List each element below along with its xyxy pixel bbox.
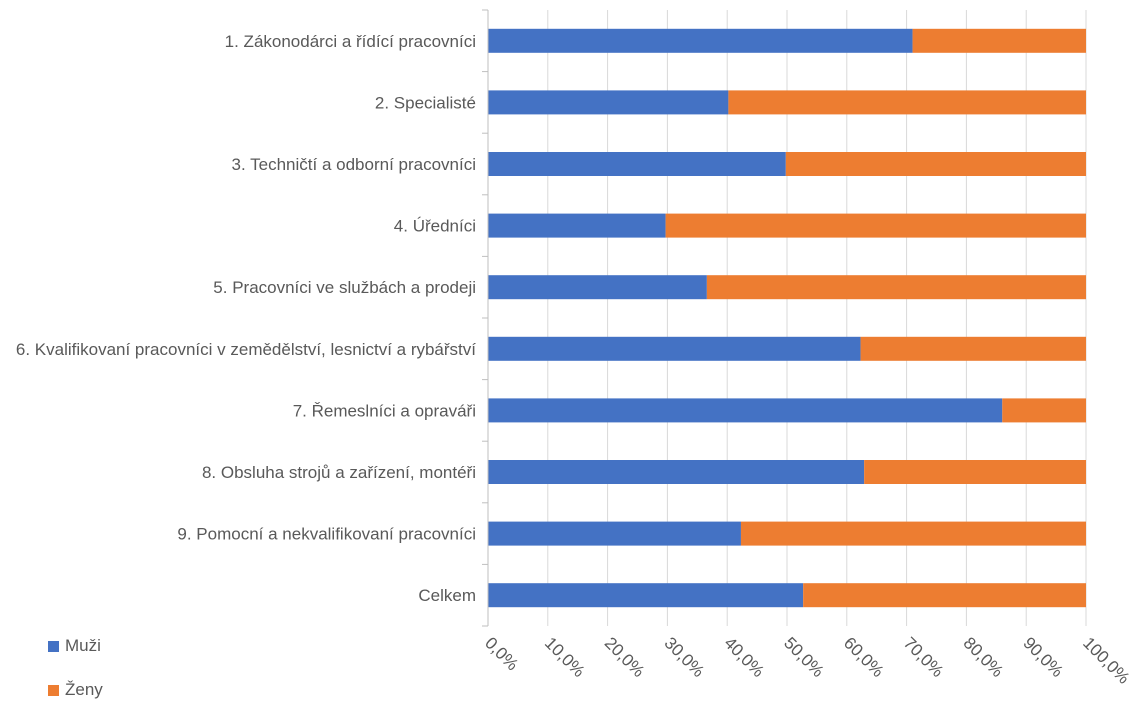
category-label: 8. Obsluha strojů a zařízení, montéři xyxy=(202,463,476,482)
category-label: 1. Zákonodárci a řídící pracovníci xyxy=(225,32,476,51)
bar-muzi xyxy=(488,583,804,608)
bar-muzi xyxy=(488,90,729,115)
category-label: Celkem xyxy=(418,586,476,605)
category-label: 3. Techničtí a odborní pracovníci xyxy=(232,155,476,174)
bar-zeny xyxy=(665,213,1086,238)
category-label: 2. Specialisté xyxy=(375,93,476,112)
bars xyxy=(488,28,1086,608)
x-tick-label: 70,0% xyxy=(900,633,948,681)
bar-zeny xyxy=(706,275,1086,300)
category-labels: 1. Zákonodárci a řídící pracovníci 2. Spe… xyxy=(16,32,476,605)
category-label: 9. Pomocní a nekvalifikovaní pracovníci xyxy=(177,525,476,544)
bar-muzi xyxy=(488,152,786,176)
bar-zeny xyxy=(860,336,1086,361)
bar-muzi xyxy=(488,213,666,238)
category-label: 6. Kvalifikovaní pracovníci v zemědělstv… xyxy=(16,340,476,359)
x-tick-label: 10,0% xyxy=(541,633,589,681)
category-label: 7. Řemeslníci a opraváři xyxy=(293,401,476,420)
x-tick-label: 60,0% xyxy=(840,633,888,681)
bar-muzi xyxy=(488,336,861,361)
bar-muzi xyxy=(488,398,1003,423)
x-tick-label: 20,0% xyxy=(601,633,649,681)
bar-zeny xyxy=(864,460,1086,484)
legend-swatch-muzi xyxy=(48,640,59,652)
legend-item-zeny: Ženy xyxy=(48,680,103,700)
bar-muzi xyxy=(488,275,707,300)
bar-muzi xyxy=(488,28,913,53)
x-tick-label: 80,0% xyxy=(960,633,1008,681)
bar-zeny xyxy=(728,90,1086,115)
x-tick-label: 0,0% xyxy=(481,633,522,674)
legend: Muži Ženy xyxy=(48,636,103,724)
x-tick-labels: 0,0% 10,0% 20,0% 30,0% 40,0% 50,0% 60,0% 70,0% 8… xyxy=(481,633,1133,687)
bar-zeny xyxy=(803,583,1086,608)
x-tick-label: 90,0% xyxy=(1019,633,1067,681)
legend-swatch-zeny xyxy=(48,684,59,696)
category-label: 5. Pracovníci ve službách a prodeji xyxy=(213,278,476,297)
x-tick-label: 50,0% xyxy=(780,633,828,681)
legend-label-zeny: Ženy xyxy=(65,680,103,699)
bar-zeny xyxy=(1002,398,1086,423)
bar-zeny xyxy=(785,152,1086,176)
bar-muzi xyxy=(488,460,865,484)
x-tick-label: 30,0% xyxy=(661,633,709,681)
category-label: 4. Úředníci xyxy=(394,217,476,236)
bar-zeny xyxy=(740,521,1086,546)
x-tick-label: 40,0% xyxy=(720,633,768,681)
bar-zeny xyxy=(912,28,1086,53)
bar-muzi xyxy=(488,521,741,546)
category-axis xyxy=(482,9,489,627)
legend-item-muzi: Muži xyxy=(48,636,103,656)
legend-label-muzi: Muži xyxy=(65,636,101,655)
x-tick-label: 100,0% xyxy=(1079,633,1133,687)
